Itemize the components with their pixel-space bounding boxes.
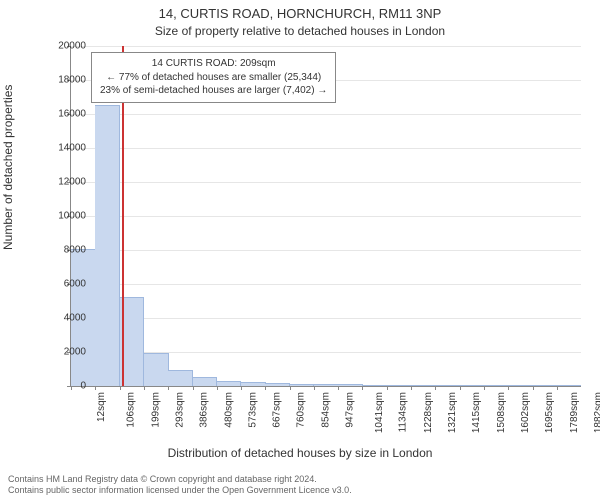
x-tick — [460, 386, 461, 390]
histogram-bar — [168, 370, 193, 386]
chart-title-line2: Size of property relative to detached ho… — [0, 24, 600, 38]
x-tick-label: 947sqm — [344, 392, 355, 428]
histogram-bar — [144, 353, 169, 386]
gridline — [71, 182, 581, 183]
annotation-line3: 23% of semi-detached houses are larger (… — [100, 84, 327, 98]
x-tick — [95, 386, 96, 390]
annotation-box: 14 CURTIS ROAD: 209sqm ← 77% of detached… — [91, 52, 336, 103]
annotation-line1: 14 CURTIS ROAD: 209sqm — [100, 57, 327, 71]
x-tick — [241, 386, 242, 390]
histogram-bar — [387, 385, 412, 387]
x-tick — [120, 386, 121, 390]
x-tick-label: 480sqm — [223, 392, 234, 428]
x-tick-label: 386sqm — [199, 392, 210, 428]
x-tick-label: 573sqm — [247, 392, 258, 428]
x-tick-label: 106sqm — [126, 392, 137, 428]
y-tick-label: 12000 — [46, 177, 86, 188]
y-tick-label: 10000 — [46, 211, 86, 222]
annotation-line2: ← 77% of detached houses are smaller (25… — [100, 71, 327, 85]
x-tick — [508, 386, 509, 390]
histogram-bar — [217, 381, 242, 386]
histogram-bar — [290, 384, 315, 386]
y-tick-label: 18000 — [46, 75, 86, 86]
x-tick — [557, 386, 558, 390]
x-tick — [290, 386, 291, 390]
y-tick-label: 16000 — [46, 109, 86, 120]
x-tick-label: 1228sqm — [423, 392, 434, 433]
chart-title-line1: 14, CURTIS ROAD, HORNCHURCH, RM11 3NP — [0, 6, 600, 21]
x-tick-label: 1602sqm — [520, 392, 531, 433]
x-tick — [387, 386, 388, 390]
x-tick-label: 1882sqm — [593, 392, 600, 433]
x-tick — [435, 386, 436, 390]
x-tick — [193, 386, 194, 390]
y-tick-label: 2000 — [46, 347, 86, 358]
x-tick — [533, 386, 534, 390]
gridline — [71, 318, 581, 319]
x-tick — [411, 386, 412, 390]
x-tick-label: 1321sqm — [447, 392, 458, 433]
x-tick-label: 1134sqm — [398, 392, 409, 432]
gridline — [71, 46, 581, 47]
x-tick-label: 1695sqm — [544, 392, 555, 433]
x-tick-label: 760sqm — [296, 392, 307, 428]
x-tick-label: 1789sqm — [569, 392, 580, 433]
histogram-bar — [533, 385, 558, 387]
x-tick-label: 667sqm — [272, 392, 283, 428]
x-tick-label: 293sqm — [175, 392, 186, 428]
x-tick-label: 1415sqm — [472, 392, 483, 433]
histogram-bar — [95, 105, 120, 387]
histogram-bar — [314, 384, 339, 386]
histogram-bar — [460, 385, 485, 387]
gridline — [71, 284, 581, 285]
y-tick-label: 0 — [46, 381, 86, 392]
x-tick-label: 199sqm — [150, 392, 161, 428]
plot-area: 14 CURTIS ROAD: 209sqm ← 77% of detached… — [70, 46, 581, 387]
histogram-bar — [508, 385, 533, 387]
footer-attribution: Contains HM Land Registry data © Crown c… — [8, 474, 592, 497]
y-tick-label: 14000 — [46, 143, 86, 154]
y-axis-label: Number of detached properties — [1, 85, 15, 250]
x-tick-label: 1508sqm — [496, 392, 507, 433]
x-tick — [265, 386, 266, 390]
x-tick — [484, 386, 485, 390]
histogram-bar — [484, 385, 509, 387]
gridline — [71, 114, 581, 115]
footer-line2: Contains public sector information licen… — [8, 485, 592, 496]
y-tick-label: 6000 — [46, 279, 86, 290]
x-tick — [217, 386, 218, 390]
x-tick-label: 854sqm — [320, 392, 331, 428]
x-tick — [144, 386, 145, 390]
histogram-bar — [265, 383, 290, 386]
y-tick-label: 20000 — [46, 41, 86, 52]
x-axis-label: Distribution of detached houses by size … — [0, 446, 600, 460]
footer-line1: Contains HM Land Registry data © Crown c… — [8, 474, 592, 485]
x-tick — [338, 386, 339, 390]
chart-container: { "title_line1": "14, CURTIS ROAD, HORNC… — [0, 0, 600, 500]
gridline — [71, 148, 581, 149]
gridline — [71, 250, 581, 251]
x-tick-label: 1041sqm — [374, 392, 385, 433]
y-tick-label: 8000 — [46, 245, 86, 256]
x-tick — [314, 386, 315, 390]
histogram-bar — [338, 384, 363, 386]
histogram-bar — [411, 385, 436, 387]
x-tick — [168, 386, 169, 390]
histogram-bar — [435, 385, 460, 387]
y-tick-label: 4000 — [46, 313, 86, 324]
histogram-bar — [241, 382, 266, 386]
gridline — [71, 216, 581, 217]
x-tick-label: 12sqm — [96, 392, 107, 422]
histogram-bar — [362, 385, 387, 387]
histogram-bar — [193, 377, 218, 386]
histogram-bar — [557, 385, 582, 387]
x-tick — [362, 386, 363, 390]
